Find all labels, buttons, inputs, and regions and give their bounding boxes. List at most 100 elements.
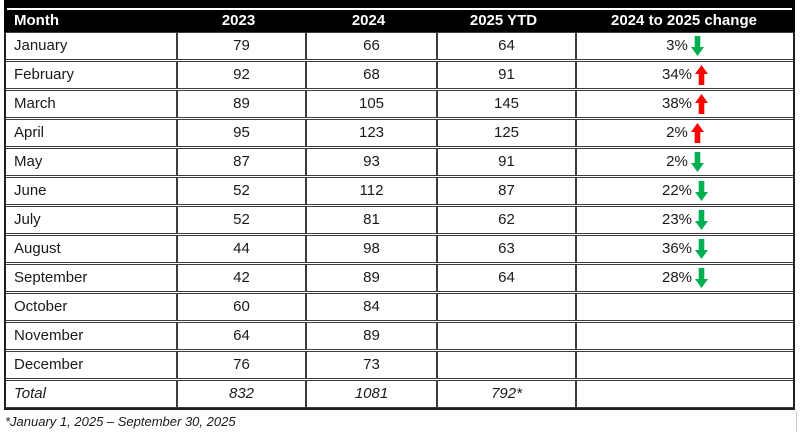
month-cell: May (14, 153, 43, 170)
change-arrow-icon (695, 65, 709, 85)
month-cell: March (14, 95, 56, 112)
table-row: May 87 93 91 2% (6, 148, 793, 176)
change-cell: 36% (575, 236, 793, 262)
value-2023-cell: 42 (176, 265, 305, 291)
change-cell: 28% (575, 265, 793, 291)
table-row: February 92 68 91 34% (6, 61, 793, 89)
value-2024-cell: 66 (305, 33, 436, 59)
change-cell (575, 323, 793, 349)
table-row: January 79 66 64 3% (6, 32, 793, 60)
change-value: 2% (666, 124, 688, 141)
change-cell: 2% (575, 149, 793, 175)
change-value: 22% (661, 182, 693, 199)
total-label-cell: Total (14, 385, 46, 402)
value-2024-cell: 84 (305, 294, 436, 320)
value-2023-cell: 89 (176, 91, 305, 117)
table-row: September 42 89 64 28% (6, 264, 793, 292)
change-arrow-icon (690, 152, 704, 172)
column-header-2024: 2024 (351, 12, 386, 29)
value-2025-cell: 91 (436, 62, 575, 88)
table-row: October 60 84 (6, 293, 793, 321)
change-arrow-icon (695, 181, 709, 201)
month-cell: July (14, 211, 41, 228)
total-2025-cell: 792* (436, 381, 575, 407)
month-cell: December (14, 356, 84, 373)
column-header-2025-ytd: 2025 YTD (469, 12, 538, 29)
table-row: March 89 105 145 38% (6, 90, 793, 118)
monthly-data-table: Month 2023 2024 2025 YTD 2024 to 2025 ch… (4, 0, 795, 429)
total-2024-cell: 1081 (305, 381, 436, 407)
table-row: November 64 89 (6, 322, 793, 350)
value-2025-cell: 91 (436, 149, 575, 175)
value-2025-cell: 87 (436, 178, 575, 204)
value-2023-cell: 76 (176, 352, 305, 378)
month-cell: June (14, 182, 47, 199)
change-arrow-icon (690, 123, 704, 143)
value-2024-cell: 68 (305, 62, 436, 88)
value-2024-cell: 89 (305, 265, 436, 291)
change-value: 38% (661, 95, 693, 112)
month-cell: October (14, 298, 68, 315)
table-row: June 52 112 87 22% (6, 177, 793, 205)
change-arrow-icon (690, 36, 704, 56)
table-row: December 76 73 (6, 351, 793, 379)
column-header-2023: 2023 (221, 12, 256, 29)
change-cell (575, 352, 793, 378)
total-row: Total 832 1081 792* (6, 380, 793, 408)
table-body: January 79 66 64 3% February 92 68 91 34… (4, 32, 795, 410)
screenshot-edge-artifact (796, 412, 797, 432)
header-row: Month 2023 2024 2025 YTD 2024 to 2025 ch… (4, 0, 795, 32)
month-cell: August (14, 240, 61, 257)
value-2025-cell (436, 323, 575, 349)
month-cell: January (14, 37, 68, 54)
change-value: 36% (661, 240, 693, 257)
change-value: 3% (666, 37, 688, 54)
change-arrow-icon (695, 239, 709, 259)
value-2023-cell: 92 (176, 62, 305, 88)
month-cell: November (14, 327, 84, 344)
value-2025-cell: 64 (436, 33, 575, 59)
value-2023-cell: 95 (176, 120, 305, 146)
month-cell: February (14, 66, 75, 83)
value-2025-cell: 145 (436, 91, 575, 117)
value-2023-cell: 44 (176, 236, 305, 262)
value-2024-cell: 98 (305, 236, 436, 262)
value-2025-cell: 64 (436, 265, 575, 291)
month-cell: September (14, 269, 88, 286)
value-2025-cell (436, 352, 575, 378)
change-value: 23% (661, 211, 693, 228)
value-2025-cell (436, 294, 575, 320)
column-header-change: 2024 to 2025 change (611, 12, 757, 29)
total-change-cell (575, 381, 793, 407)
change-cell: 34% (575, 62, 793, 88)
value-2024-cell: 93 (305, 149, 436, 175)
change-cell: 2% (575, 120, 793, 146)
value-2023-cell: 52 (176, 178, 305, 204)
total-2023-cell: 832 (176, 381, 305, 407)
footnote: *January 1, 2025 – September 30, 2025 (5, 414, 236, 429)
value-2023-cell: 60 (176, 294, 305, 320)
value-2025-cell: 125 (436, 120, 575, 146)
change-value: 28% (661, 269, 693, 286)
month-cell: April (14, 124, 45, 141)
change-arrow-icon (695, 94, 709, 114)
value-2024-cell: 81 (305, 207, 436, 233)
value-2025-cell: 63 (436, 236, 575, 262)
value-2024-cell: 105 (305, 91, 436, 117)
column-header-month: Month (14, 12, 59, 29)
value-2025-cell: 62 (436, 207, 575, 233)
change-value: 34% (661, 66, 693, 83)
change-cell: 38% (575, 91, 793, 117)
value-2023-cell: 87 (176, 149, 305, 175)
value-2023-cell: 52 (176, 207, 305, 233)
table-row: April 95 123 125 2% (6, 119, 793, 147)
change-cell: 22% (575, 178, 793, 204)
value-2023-cell: 64 (176, 323, 305, 349)
change-cell (575, 294, 793, 320)
change-cell: 3% (575, 33, 793, 59)
value-2024-cell: 112 (305, 178, 436, 204)
change-arrow-icon (695, 210, 709, 230)
value-2024-cell: 123 (305, 120, 436, 146)
table-row: August 44 98 63 36% (6, 235, 793, 263)
table-row: July 52 81 62 23% (6, 206, 793, 234)
